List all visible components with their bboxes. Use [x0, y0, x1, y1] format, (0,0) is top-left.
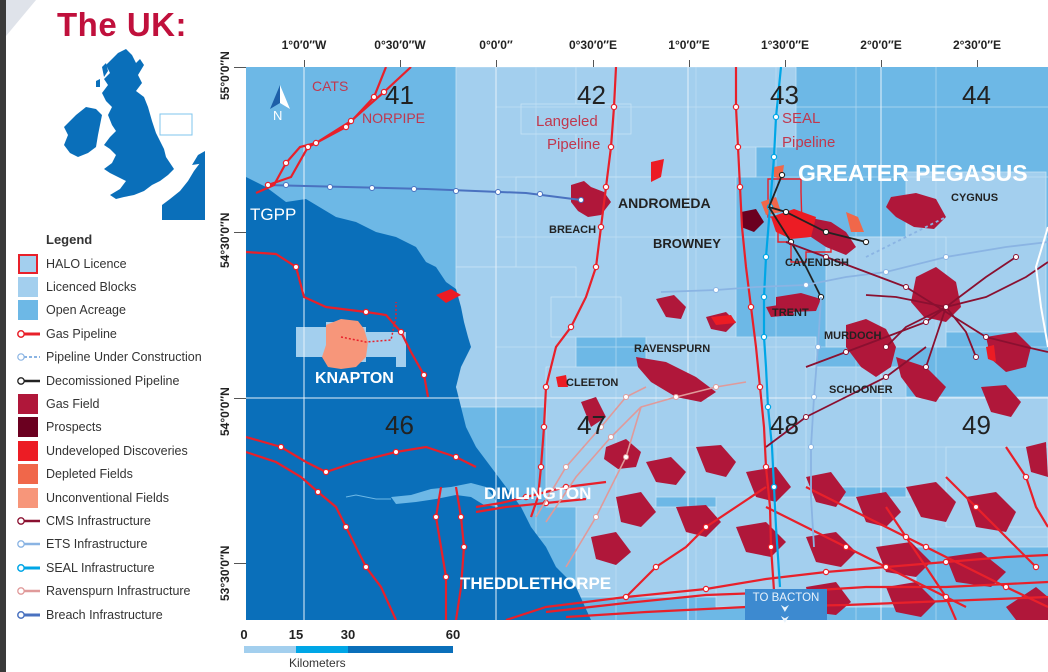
legend-item-depleted-fields: Depleted Fields — [14, 464, 224, 484]
legend-item-open-acreage: Open Acreage — [14, 300, 224, 320]
quadrant-49: 49 — [962, 410, 991, 440]
field-breach: BREACH — [549, 224, 597, 236]
field-andromeda: ANDROMEDA — [618, 195, 711, 211]
legend-item-prospects: Prospects — [14, 417, 224, 437]
legend-item-gas-pipeline: Gas Pipeline — [14, 324, 224, 344]
legend-item-decomissioned-pipeline: Decomissioned Pipeline — [14, 371, 224, 391]
decomissioned-line-icon — [17, 377, 40, 385]
breach-line-icon — [17, 611, 40, 619]
lat-label-55n: 55°0′0″N — [218, 51, 232, 100]
lat-label-53-30n: 53°30′0″N — [218, 545, 232, 601]
place-theddlethorpe: THEDDLETHORPE — [460, 574, 612, 593]
under-construction-line-icon — [17, 353, 40, 361]
ets-line-icon — [17, 540, 40, 548]
lon-label-1e: 1°0′0″E — [668, 38, 710, 52]
quadrant-42: 42 — [577, 80, 606, 110]
legend-item-licenced-blocks: Licenced Blocks — [14, 277, 224, 297]
field-cleeton: CLEETON — [566, 377, 619, 389]
place-tgpp: TGPP — [250, 205, 297, 224]
field-browney: BROWNEY — [653, 236, 721, 251]
lon-label-2e: 2°0′0″E — [860, 38, 902, 52]
map-canvas[interactable] — [246, 67, 1048, 620]
legend-item-gas-field: Gas Field — [14, 394, 224, 414]
place-knapton: KNAPTON — [315, 370, 394, 387]
norpipe-pipeline-label: NORPIPE — [362, 110, 426, 126]
window-edge — [0, 0, 6, 672]
seal-pipeline-label-2: Pipeline — [782, 134, 836, 151]
langeled-pipeline-label-2: Pipeline — [547, 136, 601, 153]
cms-line-icon — [17, 517, 40, 525]
uk-title: The UK: — [57, 6, 187, 43]
quadrant-43: 43 — [770, 80, 799, 110]
legend-item-halo-licence: HALO Licence — [14, 254, 224, 274]
lon-label-1-30e: 1°30′0″E — [760, 38, 810, 52]
scale-unit: Kilometers — [289, 656, 346, 670]
field-ravenspurn: RAVENSPURN — [634, 343, 711, 355]
quadrant-46: 46 — [385, 410, 414, 440]
halo-licence-swatch — [18, 254, 38, 274]
place-greater-pegasus: GREATER PEGASUS — [798, 160, 1028, 186]
field-cavendish: CAVENDISH — [785, 257, 849, 269]
gas-field-swatch — [18, 394, 38, 414]
cats-pipeline-label: CATS — [312, 78, 349, 94]
lat-label-54n: 54°0′0″N — [218, 387, 232, 436]
map-svg — [246, 67, 1048, 620]
undeveloped-discoveries-swatch — [18, 441, 38, 461]
quadrant-48: 48 — [770, 410, 799, 440]
legend-item-ets-infrastructure: ETS Infrastructure — [14, 534, 224, 554]
scale-bar: 0 15 30 60 Kilometers — [240, 627, 461, 670]
down-arrow-icons: ⮟ ⮟ — [780, 604, 810, 626]
unconventional-fields-swatch — [18, 488, 38, 508]
field-cygnus: CYGNUS — [951, 192, 999, 204]
depleted-fields-swatch — [18, 464, 38, 484]
open-acreage-swatch — [18, 300, 38, 320]
legend-item-cms-infrastructure: CMS Infrastructure — [14, 511, 224, 531]
lon-label-0: 0°0′0″ — [479, 38, 513, 52]
gas-pipeline-line-icon — [17, 330, 40, 338]
quadrant-44: 44 — [962, 80, 991, 110]
lon-label-1w: 1°0′0″W — [281, 38, 327, 52]
legend-title: Legend — [46, 232, 93, 247]
uk-inset-map — [64, 49, 205, 220]
legend-item-pipeline-under-construction: Pipeline Under Construction — [14, 347, 224, 367]
lon-label-0-30e: 0°30′0″E — [568, 38, 618, 52]
quadrant-47: 47 — [577, 410, 606, 440]
quadrant-41: 41 — [385, 80, 414, 110]
north-label: N — [273, 108, 283, 123]
to-bacton-label: TO BACTON ⮟ ⮟ — [745, 589, 827, 626]
place-dimlington: DIMLINGTON — [484, 484, 592, 503]
north-arrow-icon — [270, 85, 290, 109]
langeled-pipeline-label-1: Langeled — [536, 113, 598, 130]
legend-item-undeveloped-discoveries: Undeveloped Discoveries — [14, 441, 224, 461]
seal-line-icon — [17, 564, 40, 572]
legend-item-unconventional-fields: Unconventional Fields — [14, 488, 224, 508]
lat-label-54-30n: 54°30′0″N — [218, 212, 232, 268]
legend-item-breach-infrastructure: Breach Infrastructure — [14, 605, 224, 625]
prospects-swatch — [18, 417, 38, 437]
seal-pipeline-label-1: SEAL — [782, 110, 821, 127]
licenced-blocks-swatch — [18, 277, 38, 297]
field-murdoch: MURDOCH — [824, 330, 882, 342]
legend-item-ravenspurn-infrastructure: Ravenspurn Infrastructure — [14, 581, 224, 601]
legend-item-seal-infrastructure: SEAL Infrastructure — [14, 558, 224, 578]
corner-decoration — [6, 0, 36, 36]
ravenspurn-line-icon — [17, 587, 40, 595]
field-schooner: SCHOONER — [829, 384, 893, 396]
lon-label-0-30w: 0°30′0″W — [374, 38, 426, 52]
lon-label-2-30e: 2°30′0″E — [952, 38, 1002, 52]
field-trent: TRENT — [772, 307, 809, 319]
